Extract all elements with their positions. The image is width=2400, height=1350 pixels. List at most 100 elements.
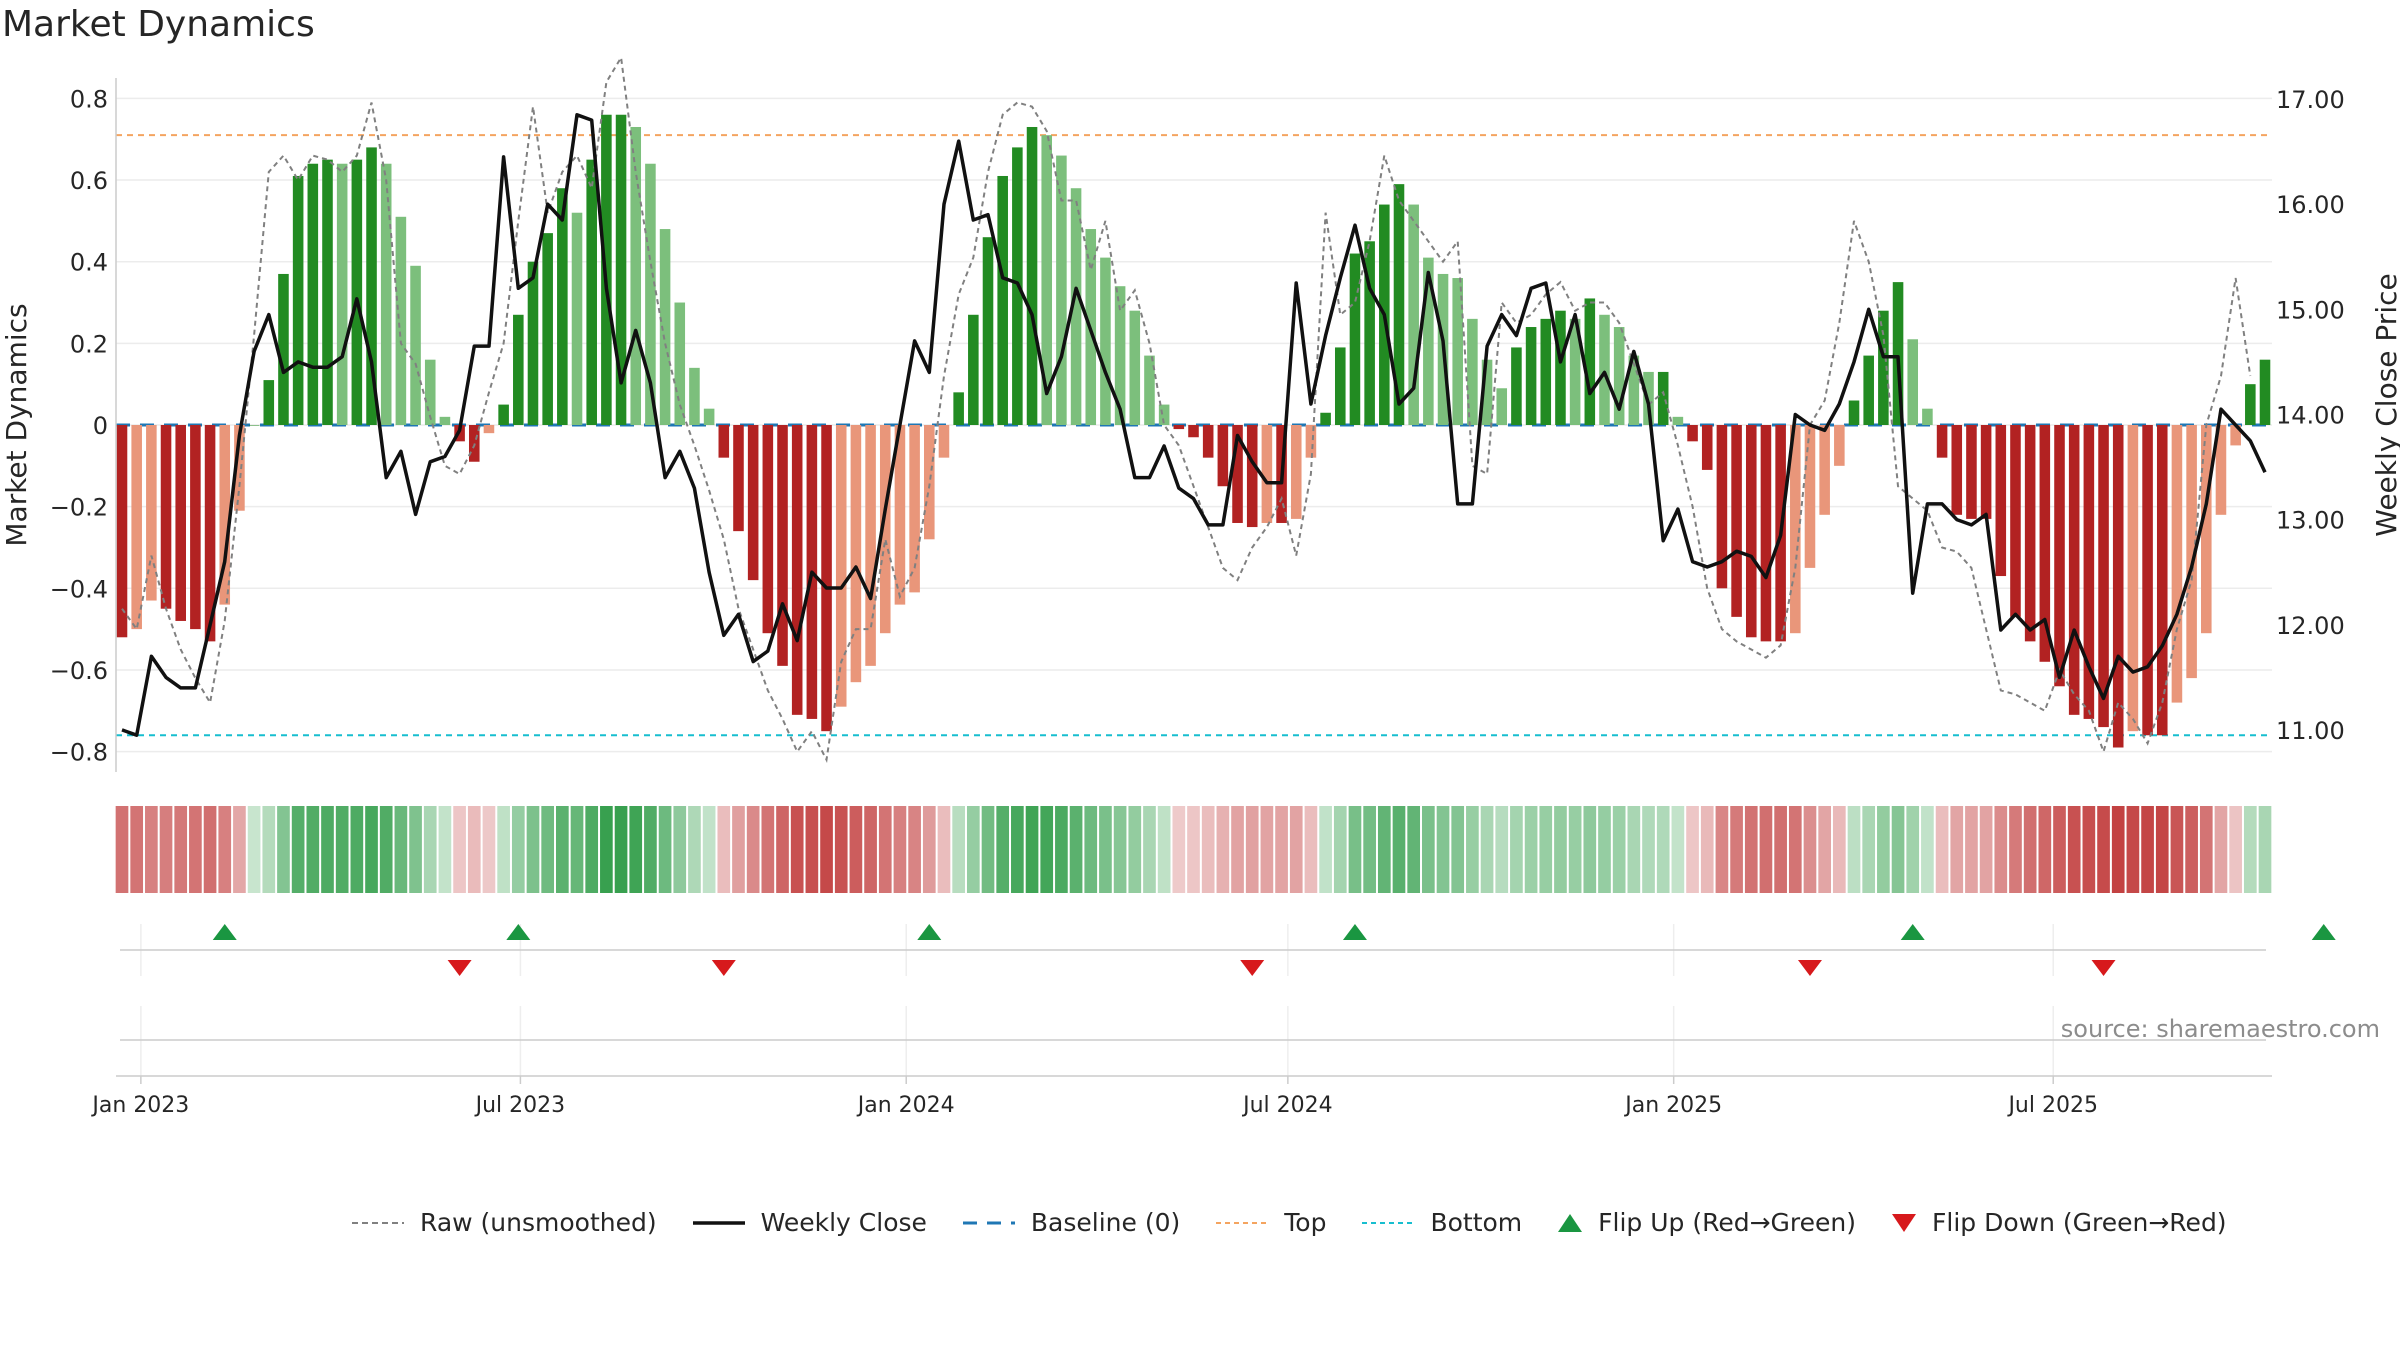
regime-strip-cell — [409, 806, 422, 893]
market-dynamics-bar — [1760, 425, 1772, 642]
flip-markers-panel — [120, 924, 2336, 1076]
market-dynamics-bar — [1467, 318, 1478, 425]
regime-strip-cell — [966, 806, 980, 893]
regime-strip-cell — [2243, 806, 2257, 893]
left-tick-label: 0.6 — [70, 167, 108, 195]
regime-strip-cell — [1025, 806, 1039, 893]
market-dynamics-bar — [2083, 425, 2095, 719]
regime-strip-cell — [277, 806, 290, 893]
market-dynamics-bar — [1995, 425, 2007, 577]
regime-strip-cell — [1744, 806, 1758, 893]
flip-down-marker — [1240, 960, 1265, 976]
regime-strip-cell — [1774, 806, 1787, 893]
market-dynamics-bar — [395, 216, 407, 425]
market-dynamics-bar — [1966, 425, 1977, 519]
right-axis-label: Weekly Close Price — [2370, 273, 2400, 536]
regime-strip-cell — [511, 806, 525, 893]
legend: Raw (unsmoothed) Weekly Close Baseline (… — [350, 1208, 2227, 1237]
regime-strip-cell — [1832, 806, 1846, 893]
regime-strip-cell — [761, 806, 775, 893]
regime-strip-cell — [1260, 806, 1274, 893]
market-dynamics-bar — [1701, 425, 1713, 470]
regime-strip-cell — [1143, 806, 1156, 893]
market-dynamics-bar — [1114, 286, 1126, 425]
flip-down-marker — [1797, 960, 1822, 976]
regime-strip-cell — [2126, 806, 2140, 893]
market-dynamics-bar — [380, 163, 392, 425]
market-dynamics-bar — [938, 425, 950, 458]
regime-strip-cell — [115, 806, 129, 893]
flip-down-marker — [711, 960, 736, 976]
bar-series — [116, 114, 2271, 748]
regime-strip-cell — [1700, 806, 1714, 893]
market-dynamics-bar — [131, 425, 142, 630]
flip-up-marker — [2311, 924, 2336, 940]
regime-strip-cell — [1422, 806, 1435, 893]
market-dynamics-bar — [2112, 425, 2124, 748]
regime-strip-cell — [717, 806, 731, 893]
flip-up-marker — [506, 924, 531, 940]
market-dynamics-bar — [351, 159, 363, 425]
market-dynamics-bar — [248, 425, 260, 426]
regime-strip-cell — [1965, 806, 1978, 893]
left-tick-label: 0.8 — [70, 85, 108, 113]
axes: 0.8 0.6 0.4 0.2 0 −0.2 −0.4 −0.6 −0.8 17.00 16.00 1… — [0, 78, 2400, 772]
regime-strip-cell — [203, 806, 217, 893]
regime-strip-cell — [776, 806, 789, 893]
regime-strip-cell — [1069, 806, 1083, 893]
market-dynamics-bar — [953, 392, 964, 425]
market-dynamics-bar — [2068, 425, 2080, 715]
regime-strip-cell — [1715, 806, 1729, 893]
left-axis-label: Market Dynamics — [0, 303, 33, 546]
regime-strip-cell — [2229, 806, 2242, 893]
market-dynamics-bar — [1922, 408, 1933, 425]
regime-strip-cell — [922, 806, 936, 893]
regime-strip-cell — [585, 806, 599, 893]
right-tick-label: 17.00 — [2276, 86, 2345, 114]
regime-strip-cell — [1730, 806, 1743, 893]
market-dynamics-bar — [2054, 425, 2065, 687]
regime-strip-cell — [952, 806, 965, 893]
market-dynamics-bar — [674, 302, 686, 425]
regime-strip-cell — [2082, 806, 2096, 893]
regime-strip-cell — [1671, 806, 1685, 893]
market-dynamics-bar — [968, 314, 979, 425]
market-dynamics-bar — [703, 408, 715, 425]
market-dynamics-bar — [865, 425, 876, 666]
regime-strip-cell — [453, 806, 466, 893]
market-dynamics-bar — [1070, 188, 1082, 425]
regime-strip-cell — [467, 806, 481, 893]
market-dynamics-bar — [718, 425, 730, 458]
market-dynamics-bar — [733, 425, 744, 532]
x-tick-label: Jul 2024 — [1241, 1093, 1333, 1118]
regime-strip-cell — [1627, 806, 1641, 893]
left-tick-label: −0.6 — [50, 657, 108, 685]
market-dynamics-bar — [2201, 425, 2212, 634]
regime-strip-cell — [291, 806, 305, 893]
regime-strip-cell — [2155, 806, 2169, 893]
regime-strip-cell — [2067, 806, 2081, 893]
regime-strip-cell — [1187, 806, 1200, 893]
regime-strip-cell — [130, 806, 144, 893]
regime-strip-cell — [1788, 806, 1802, 893]
market-dynamics-bar — [1980, 425, 1992, 519]
market-dynamics-bar — [630, 126, 642, 426]
market-dynamics-bar — [645, 163, 656, 425]
regime-strip-cell — [570, 806, 584, 893]
regime-strip-cell — [1011, 806, 1024, 893]
market-dynamics-bar — [2098, 425, 2109, 728]
market-dynamics-bar — [1525, 327, 1537, 425]
market-dynamics-bar — [791, 425, 803, 715]
regime-strip-cell — [820, 806, 833, 893]
regime-strip-cell — [2214, 806, 2228, 893]
market-dynamics-bar — [1261, 425, 1273, 523]
legend-item-raw: Raw (unsmoothed) — [350, 1208, 657, 1237]
market-dynamics-bar — [821, 425, 832, 732]
regime-strip-cell — [1979, 806, 1993, 893]
market-dynamics-bar — [1144, 355, 1155, 425]
regime-strip-cell — [438, 806, 452, 893]
market-dynamics-bar — [1628, 355, 1640, 425]
regime-strip-cell — [1377, 806, 1391, 893]
market-dynamics-bar — [498, 404, 509, 425]
market-dynamics-bar — [835, 425, 847, 707]
